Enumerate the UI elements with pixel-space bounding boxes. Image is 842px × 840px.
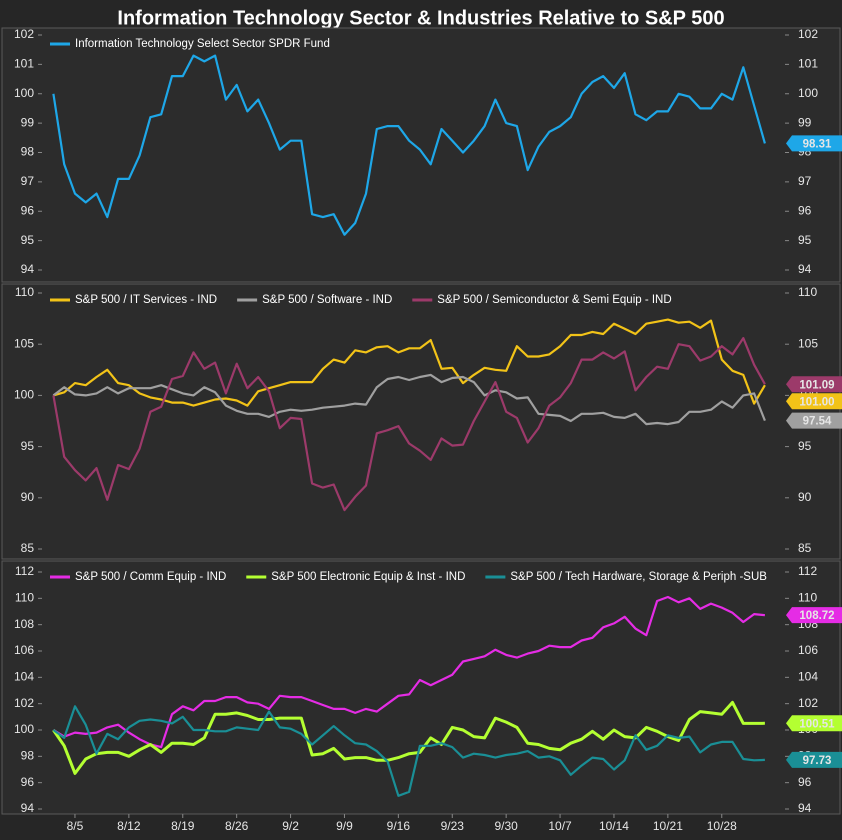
end-label: 98.31: [803, 138, 832, 150]
y2-tick-label: 95: [798, 439, 812, 453]
y-tick-label: 105: [14, 336, 34, 350]
y-tick-label: 95: [21, 233, 35, 247]
end-label-box: [786, 715, 842, 732]
y2-tick-label: 105: [798, 336, 818, 350]
series-line: [52, 595, 766, 749]
end-label-box: [786, 393, 842, 410]
series-line: [52, 54, 766, 236]
x-tick-label: 9/2: [282, 819, 299, 833]
y2-tick-label: 102: [798, 696, 818, 710]
end-label: 108.72: [799, 610, 834, 622]
y-tick-label: 96: [21, 775, 35, 789]
y-tick-label: 110: [15, 285, 34, 299]
x-tick-label: 10/28: [707, 819, 737, 833]
y-tick-label: 98: [21, 749, 35, 763]
y-tick-label: 98: [21, 145, 35, 159]
series-line: [52, 705, 765, 797]
x-tick-label: 8/5: [67, 819, 84, 833]
legend-label: Information Technology Select Sector SPD…: [75, 38, 330, 50]
x-tick-label: 10/21: [653, 819, 683, 833]
y2-tick-label: 96: [798, 775, 812, 789]
x-tick-label: 8/12: [117, 819, 141, 833]
x-tick-label: 9/16: [387, 819, 411, 833]
series-line: [52, 373, 766, 426]
y-tick-label: 94: [21, 801, 35, 815]
end-label-box: [786, 751, 842, 768]
y2-tick-label: 95: [798, 233, 812, 247]
series-line: [53, 318, 766, 407]
legend-label: S&P 500 / Comm Equip - IND: [75, 571, 226, 583]
x-tick-label: 10/14: [599, 819, 629, 833]
y-tick-label: 101: [14, 57, 34, 71]
y-tick-label: 94: [21, 262, 35, 276]
end-label-box: [786, 607, 842, 624]
y2-tick-label: 106: [798, 643, 818, 657]
x-tick-label: 9/9: [336, 819, 353, 833]
y2-tick-label: 85: [798, 541, 812, 555]
y-tick-label: 97: [21, 174, 35, 188]
y-tick-label: 100: [14, 722, 34, 736]
y-tick-label: 85: [21, 541, 35, 555]
panel: [1, 283, 841, 560]
legend-label: S&P 500 / IT Services - IND: [75, 294, 217, 306]
series-line: [52, 700, 765, 775]
series-line: [52, 337, 766, 512]
y2-tick-label: 96: [798, 203, 812, 217]
end-label-box: [786, 412, 842, 429]
y2-tick-label: 94: [798, 262, 812, 276]
x-tick-label: 10/7: [548, 819, 572, 833]
end-label-box: [786, 135, 842, 152]
end-label: 101.09: [799, 379, 834, 391]
y2-tick-label: 100: [798, 86, 818, 100]
x-tick-label: 9/30: [494, 819, 518, 833]
legend-label: S&P 500 Electronic Equip & Inst - IND: [271, 571, 465, 583]
chart-title: Information Technology Sector & Industri…: [117, 7, 724, 29]
panel: [1, 560, 841, 815]
y-tick-label: 104: [14, 670, 34, 684]
legend-label: S&P 500 / Tech Hardware, Storage & Perip…: [510, 571, 767, 583]
y2-tick-label: 112: [798, 564, 817, 578]
y-tick-label: 102: [14, 696, 34, 710]
x-tick-label: 8/19: [171, 819, 195, 833]
y2-tick-label: 97: [798, 174, 812, 188]
y2-tick-label: 110: [798, 285, 817, 299]
y-tick-label: 106: [14, 643, 34, 657]
y2-tick-label: 94: [798, 801, 812, 815]
end-label: 97.54: [803, 416, 832, 428]
y-tick-label: 108: [14, 617, 34, 631]
y2-tick-label: 90: [798, 490, 812, 504]
end-label: 100.51: [799, 718, 835, 730]
y2-tick-label: 102: [798, 27, 818, 41]
x-tick-label: 9/23: [441, 819, 465, 833]
y-tick-label: 96: [21, 203, 35, 217]
y-tick-label: 90: [21, 490, 35, 504]
y-tick-label: 100: [14, 86, 34, 100]
y2-tick-label: 104: [798, 670, 818, 684]
y2-tick-label: 101: [798, 57, 818, 71]
panel: [1, 27, 841, 283]
y-tick-label: 110: [15, 591, 34, 605]
x-tick-label: 8/26: [225, 819, 249, 833]
y-tick-label: 99: [21, 115, 35, 129]
y-tick-label: 112: [15, 564, 34, 578]
y-tick-label: 102: [14, 27, 34, 41]
y-tick-label: 100: [14, 388, 34, 402]
end-label: 97.73: [803, 755, 832, 767]
end-label-box: [786, 376, 842, 393]
y2-tick-label: 99: [798, 115, 812, 129]
legend-label: S&P 500 / Semiconductor & Semi Equip - I…: [437, 294, 671, 306]
end-label: 101.00: [799, 396, 834, 408]
y2-tick-label: 110: [798, 591, 817, 605]
legend-label: S&P 500 / Software - IND: [262, 294, 392, 306]
y-tick-label: 95: [21, 439, 35, 453]
